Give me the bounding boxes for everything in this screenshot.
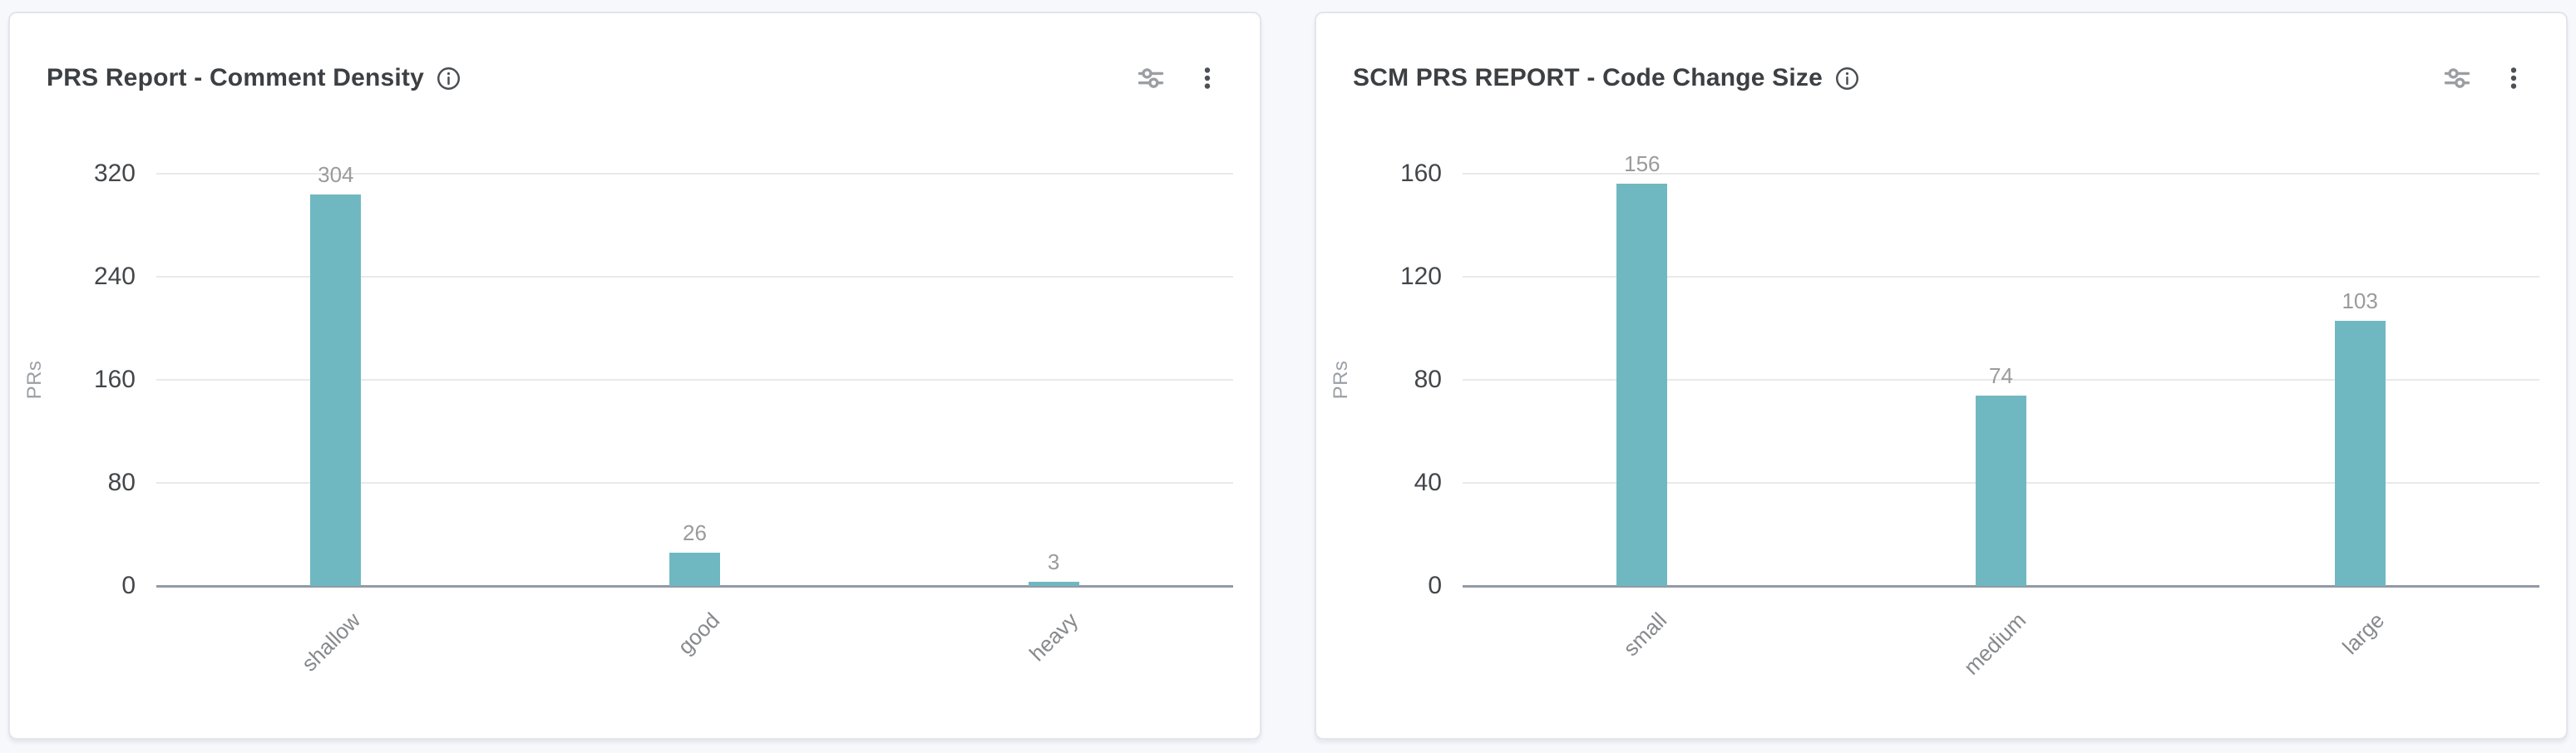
bar-value-label: 3 xyxy=(1047,549,1060,575)
bar-small[interactable] xyxy=(1616,184,1668,586)
x-category-label: small xyxy=(1617,608,1672,662)
info-icon[interactable] xyxy=(436,66,461,91)
y-tick-label: 80 xyxy=(107,469,136,496)
y-tick-label: 120 xyxy=(1399,263,1442,290)
bar-value-label: 26 xyxy=(683,519,707,545)
gridline xyxy=(1463,276,2539,278)
x-category-label: heavy xyxy=(1024,608,1083,667)
y-tick-label: 320 xyxy=(93,160,136,187)
bar-chart-code-change-size: PRs 0 40 80 120 160 156 small 74 medium 103 large xyxy=(1330,151,2539,680)
y-tick-label: 80 xyxy=(1414,366,1442,393)
y-tick-label: 240 xyxy=(93,263,136,290)
x-category-label: large xyxy=(2337,608,2390,660)
filter-sliders-icon xyxy=(1137,68,1164,88)
kebab-menu-button[interactable] xyxy=(1192,62,1223,94)
bar-good[interactable] xyxy=(669,552,720,586)
bar-value-label: 304 xyxy=(318,161,354,187)
filter-sliders-button[interactable] xyxy=(2441,62,2473,94)
bar-large[interactable] xyxy=(2334,320,2386,586)
bar-medium[interactable] xyxy=(1976,395,2026,586)
card-header: PRS Report - Comment Density xyxy=(47,60,1223,96)
x-category-label: shallow xyxy=(296,608,366,677)
y-tick-label: 0 xyxy=(1428,572,1442,599)
kebab-menu-icon xyxy=(2510,67,2517,89)
x-category-label: good xyxy=(672,608,724,660)
card-title: PRS Report - Comment Density xyxy=(47,64,424,91)
filter-sliders-button[interactable] xyxy=(1135,62,1167,94)
card-actions xyxy=(2441,62,2529,94)
info-icon[interactable] xyxy=(1834,66,1860,91)
filter-sliders-icon xyxy=(2444,68,2470,88)
gridline xyxy=(1463,173,2539,175)
x-axis-line xyxy=(156,585,1233,588)
gridline xyxy=(156,276,1233,278)
chart-card-code-change-size: SCM PRS REPORT - Code Change Size xyxy=(1315,12,2568,740)
y-tick-label: 0 xyxy=(121,572,136,599)
bar-value-label: 156 xyxy=(1624,151,1661,177)
bar-value-label: 74 xyxy=(1989,362,2013,388)
kebab-menu-button[interactable] xyxy=(2498,62,2529,94)
y-tick-label: 160 xyxy=(93,366,136,393)
gridline xyxy=(156,173,1233,175)
gridline xyxy=(1463,379,2539,381)
y-tick-label: 40 xyxy=(1414,469,1442,496)
gridline xyxy=(156,379,1233,381)
bar-value-label: 103 xyxy=(2342,288,2378,313)
bar-heavy[interactable] xyxy=(1028,582,1079,586)
x-axis-line xyxy=(1463,585,2539,588)
bar-shallow[interactable] xyxy=(310,194,362,586)
kebab-menu-icon xyxy=(1204,67,1211,89)
bar-chart-comment-density: PRs 0 80 160 240 320 304 shallow 26 good 3 heavy xyxy=(23,160,1233,677)
card-actions xyxy=(1135,62,1223,94)
card-header: SCM PRS REPORT - Code Change Size xyxy=(1353,60,2529,96)
chart-card-comment-density: PRS Report - Comment Density xyxy=(8,12,1261,740)
card-title: SCM PRS REPORT - Code Change Size xyxy=(1353,64,1823,91)
gridline xyxy=(156,482,1233,484)
y-tick-label: 160 xyxy=(1399,160,1442,187)
x-category-label: medium xyxy=(1958,608,2031,680)
